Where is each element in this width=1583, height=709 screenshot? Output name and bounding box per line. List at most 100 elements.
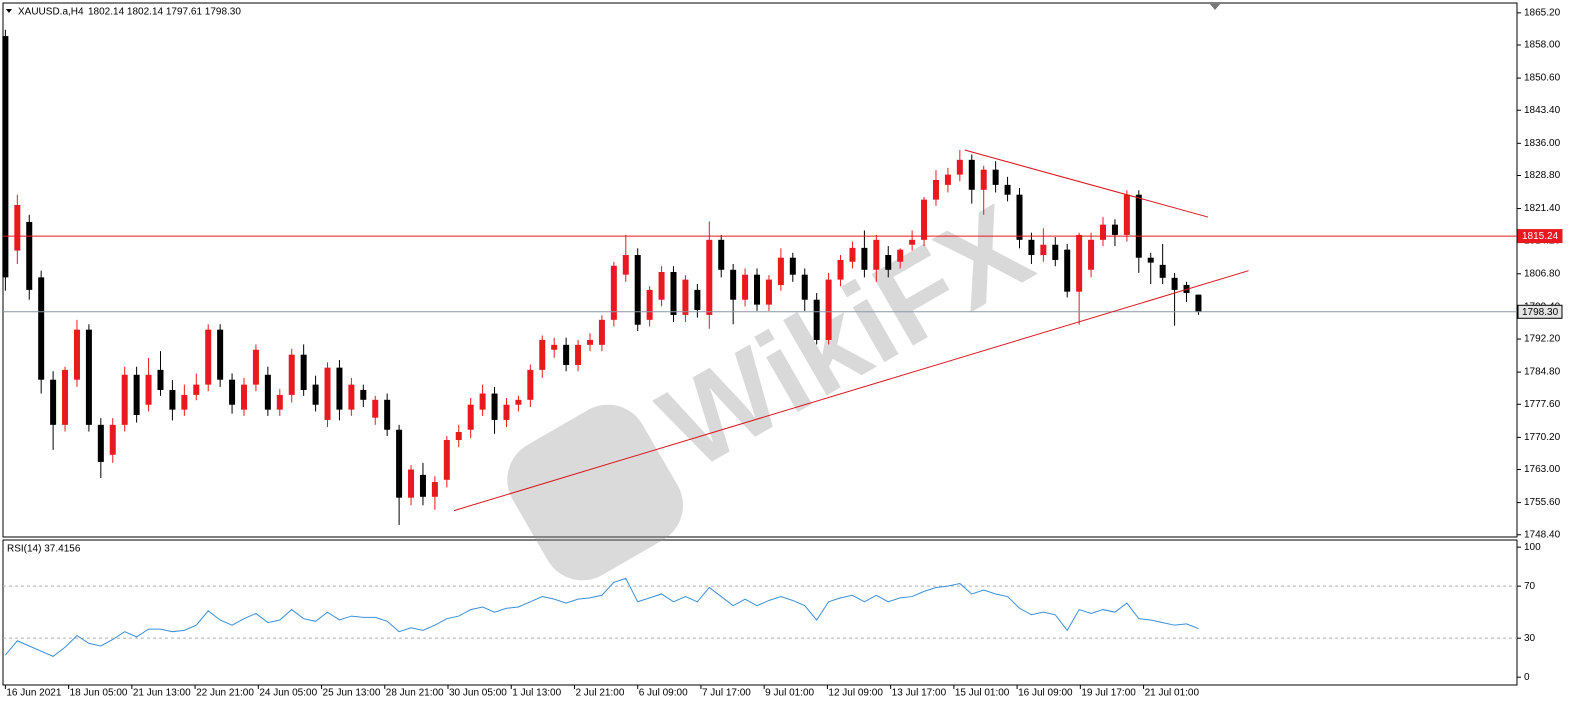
candle-body [491, 393, 498, 420]
candle-body [801, 274, 808, 300]
candle-body [360, 389, 367, 400]
candle-body [622, 255, 629, 275]
candle-body [956, 159, 963, 175]
x-tick-label: 2 Jul 21:00 [575, 688, 624, 699]
candle-body [169, 389, 176, 410]
x-tick-label: 18 Jun 05:00 [70, 688, 128, 699]
candle-body [1147, 257, 1154, 263]
candle-body [2, 36, 9, 278]
candle-body [73, 329, 80, 380]
x-tick-label: 16 Jul 09:00 [1018, 688, 1073, 699]
candle-body [873, 239, 880, 270]
candle-body [1040, 244, 1047, 256]
y-tick-label: 1806.80 [1524, 268, 1561, 279]
candle-body [646, 289, 653, 320]
candle-body [479, 393, 486, 410]
candle-body [431, 482, 438, 497]
candle-body [909, 239, 916, 245]
y-tick-label: 1770.20 [1524, 432, 1561, 443]
candle-body [62, 369, 69, 425]
y-tick-label: 1836.00 [1524, 138, 1561, 149]
candle-body [384, 399, 391, 430]
candle-body [670, 272, 677, 315]
y-tick-label: 100 [1524, 542, 1541, 553]
x-tick-label: 9 Jul 01:00 [765, 688, 814, 699]
candle-body [133, 374, 140, 416]
candle-body [1088, 239, 1095, 270]
y-tick-label: 1843.40 [1524, 105, 1561, 116]
x-tick-label: 15 Jul 01:00 [955, 688, 1010, 699]
candle-body [240, 384, 247, 410]
candle-body [765, 279, 772, 305]
candle-body [658, 272, 665, 300]
candle-body [455, 431, 462, 441]
candle-body [348, 384, 355, 410]
candle-body [706, 239, 713, 315]
candle-body [849, 247, 856, 262]
candle-body [288, 354, 295, 395]
rsi-line [5, 577, 1199, 657]
price-label: 1815.24 [1522, 231, 1559, 242]
candle-body [992, 169, 999, 185]
candle-body [312, 384, 319, 405]
ohlc-text: 1802.14 1802.14 1797.61 1798.30 [88, 7, 241, 18]
candle-body [575, 344, 582, 365]
candle-body [264, 374, 271, 410]
candle-body [598, 319, 605, 345]
candle-body [26, 221, 33, 290]
trend-line [453, 270, 1249, 512]
x-tick-label: 28 Jun 21:00 [386, 688, 444, 699]
candle-body [754, 274, 761, 305]
candle-body [121, 374, 128, 425]
candle-body [1100, 224, 1107, 240]
candle-body [837, 259, 844, 280]
x-tick-label: 19 Jul 17:00 [1081, 688, 1136, 699]
x-tick-label: 12 Jul 09:00 [828, 688, 883, 699]
candle-body [718, 239, 725, 270]
candle-body [825, 279, 832, 340]
x-tick-label: 30 Jun 05:00 [449, 688, 507, 699]
candle-body [97, 424, 104, 462]
candle-body [1076, 234, 1083, 292]
price-label-box [1517, 304, 1563, 319]
rsi-panel [2, 539, 1518, 686]
y-tick-label: 0 [1524, 672, 1530, 683]
y-tick-label: 1755.60 [1524, 497, 1561, 508]
candle-body [205, 329, 212, 385]
watermark-logo [507, 404, 683, 581]
candle-body [503, 404, 510, 420]
candle-body [610, 265, 617, 320]
menu-arrow [6, 9, 12, 13]
y-tick-label: 1821.40 [1524, 203, 1561, 214]
y-tick-label: 30 [1524, 633, 1536, 644]
candle-body [1135, 194, 1142, 258]
candle-body [897, 249, 904, 262]
y-tick-label: 1748.40 [1524, 529, 1561, 540]
plot-layer: 1865.20 1858.00 1850.60 1843.40 1836.00 1828.… [2, 7, 1563, 699]
candle-body [336, 367, 343, 410]
candle-body [14, 204, 21, 251]
x-tick-label: 1 Jul 13:00 [512, 688, 561, 699]
candle-body [1004, 184, 1011, 195]
candle-body [789, 257, 796, 275]
candle-body [109, 424, 116, 455]
x-tick-label: 25 Jun 13:00 [323, 688, 381, 699]
x-tick-label: 22 Jun 21:00 [196, 688, 254, 699]
candle-body [813, 299, 820, 340]
candle-body [193, 384, 200, 395]
x-tick-label: 21 Jun 13:00 [133, 688, 191, 699]
candle-body [1028, 239, 1035, 256]
y-tick-label: 1784.80 [1524, 367, 1561, 378]
candle-body [944, 174, 951, 185]
y-tick-label: 1858.00 [1524, 40, 1561, 51]
y-tick-label: 1792.20 [1524, 334, 1561, 345]
candle-body [932, 179, 939, 200]
candle-body [682, 279, 689, 315]
candle-body [229, 379, 236, 405]
y-tick-label: 1777.60 [1524, 399, 1561, 410]
candle-body [980, 169, 987, 190]
rsi-title: RSI(14) 37.4156 [7, 544, 81, 555]
candle-body [1052, 244, 1059, 260]
candle-body [1195, 294, 1202, 312]
chart-title: XAUUSD.a,H4 [18, 7, 84, 18]
